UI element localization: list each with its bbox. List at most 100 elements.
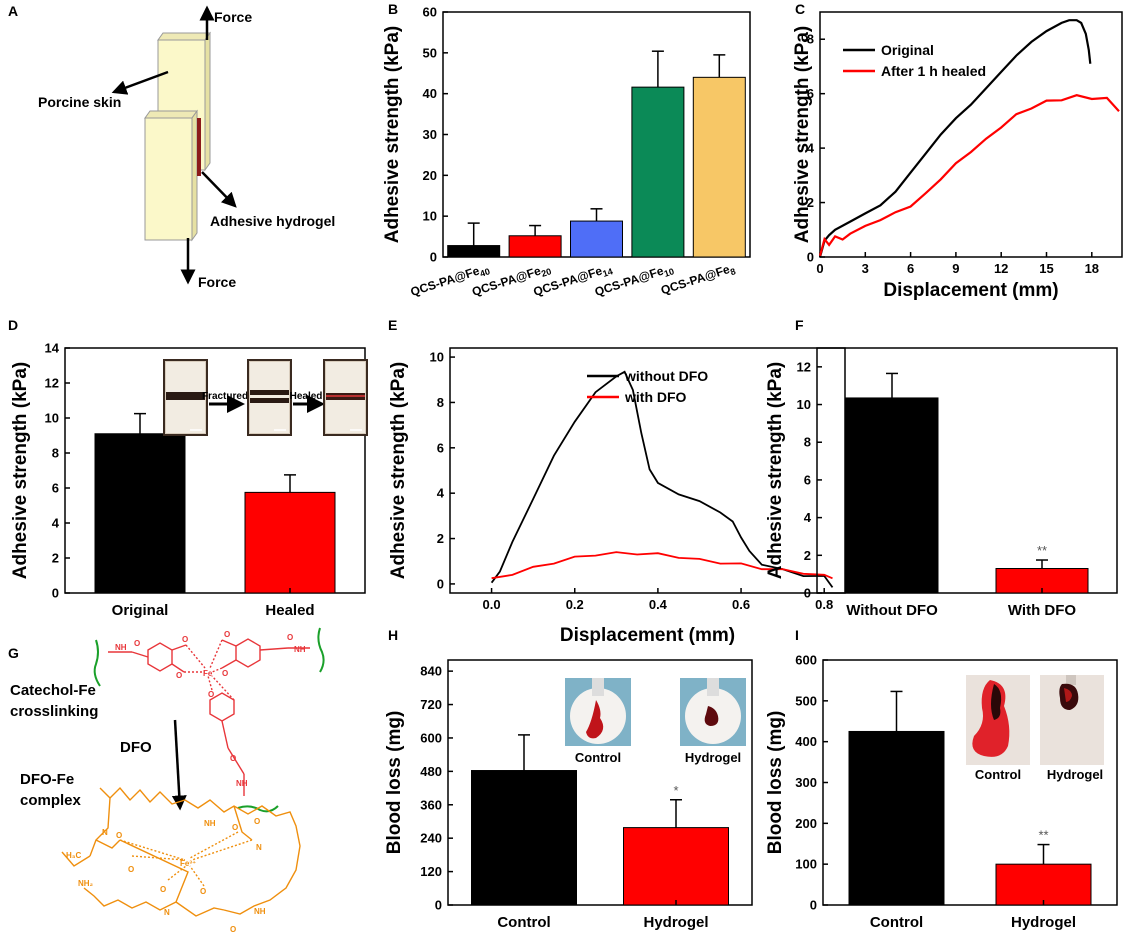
- atom-o-right-carbonyl: O: [287, 633, 293, 642]
- y-tick-label: 400: [795, 734, 817, 749]
- y-tick-label: 4: [52, 516, 60, 531]
- plot-frame: [816, 347, 1118, 594]
- x-category-label-0: Original: [112, 602, 169, 619]
- y-tick-label: 200: [795, 816, 817, 831]
- category-subscript: 14: [601, 266, 614, 279]
- bar-3: [631, 86, 685, 258]
- panel-a-schematic: A Force Force Porcine skin Adhesive hydr…: [8, 3, 335, 290]
- y-axis-label: Adhesive strength (kPa): [388, 362, 409, 580]
- atom-o-dfo-5: O: [160, 885, 166, 894]
- legend-label-0: without DFO: [624, 368, 708, 384]
- force-top-label: Force: [214, 9, 252, 25]
- x-category-label-1: With DFO: [1008, 602, 1077, 619]
- atom-nh-bottom: NH: [236, 779, 248, 788]
- panel-letter-e: E: [388, 317, 397, 333]
- category-main: QCS-PA@Fe: [409, 264, 482, 300]
- healed-label: Healed: [290, 391, 323, 402]
- y-tick-label: 840: [420, 664, 442, 679]
- significance-mark-1: **: [1037, 543, 1047, 558]
- y-tick-label: 600: [795, 653, 817, 668]
- x-tick-label: 0.4: [649, 597, 668, 612]
- adhesive-hydrogel-label: Adhesive hydrogel: [210, 213, 335, 229]
- y-tick-label: 10: [45, 411, 59, 426]
- category-subscript: 40: [479, 266, 492, 279]
- i-photo-hydrogel: [1040, 675, 1104, 765]
- atom-n-dfo-1: N: [102, 828, 108, 837]
- y-tick-label: 500: [795, 693, 817, 708]
- x-tick-label: 18: [1085, 261, 1099, 276]
- panel-letter-h: H: [388, 627, 398, 643]
- series-line-0: [490, 370, 834, 588]
- i-photo-control: [966, 675, 1030, 765]
- panel-d-inset: Fractured Healed: [163, 359, 368, 436]
- bar-2: [570, 220, 623, 258]
- plot-frame: [449, 347, 846, 594]
- y-tick-label: 240: [420, 831, 442, 846]
- series-line-1: [818, 94, 1120, 257]
- plot-frame: [447, 659, 753, 906]
- h-photo-hydrogel: [680, 678, 746, 746]
- y-tick-label: 4: [804, 510, 812, 525]
- atom-nh-dfo-1: NH: [204, 819, 216, 828]
- h-photo-control-label: Control: [575, 750, 621, 765]
- series-line-1: [491, 551, 833, 580]
- y-tick-label: 10: [797, 397, 811, 412]
- panel-h-photos: Control Hydrogel: [565, 678, 746, 765]
- panel-letter-c: C: [795, 1, 805, 17]
- x-tick-label: 12: [994, 261, 1008, 276]
- x-tick-label: 0.8: [815, 597, 833, 612]
- y-tick-label: 8: [52, 446, 59, 461]
- crosslink-label-line1: Catechol-Fe: [10, 682, 96, 699]
- x-tick-label: 9: [952, 261, 959, 276]
- atom-o-dfo-2: O: [116, 831, 122, 840]
- y-tick-label: 8: [437, 395, 444, 410]
- plot-frame: [819, 11, 1123, 258]
- atom-nh2: NH₂: [78, 879, 94, 888]
- atom-o-bottom-carbonyl: O: [230, 754, 236, 763]
- panel-letter-d: D: [8, 317, 18, 333]
- y-tick-label: 20: [423, 168, 437, 183]
- significance-mark-1: **: [1038, 828, 1048, 843]
- y-tick-label: 6: [804, 472, 811, 487]
- x-axis-label: Displacement (mm): [883, 280, 1058, 301]
- series-line-0: [818, 19, 1092, 258]
- panel-letter-a: A: [8, 3, 18, 19]
- y-tick-label: 0: [437, 576, 444, 591]
- y-tick-label: 6: [437, 440, 444, 455]
- y-tick-label: 8: [807, 32, 814, 47]
- skin-pointer-arrow: [111, 70, 169, 95]
- panel-g-chemistry: G Catechol-Fe crosslinking DFO DFO-Fe co…: [8, 627, 325, 934]
- bar-0: [471, 770, 577, 906]
- panel-f-bar-chart: F 0 2 4 6 8 10 12 Adhesive strength (kPa) Without…: [765, 317, 1118, 619]
- panel-i-bar-chart: I 0 100 200 300 400 500 600 Blood loss (mg) Contr…: [765, 627, 1118, 931]
- y-axis-label: Blood loss (mg): [384, 711, 405, 855]
- atom-nh-dfo-2: NH: [254, 907, 266, 916]
- dfo-reaction-arrow: [171, 719, 187, 811]
- category-subscript: 20: [540, 266, 553, 279]
- bar-1: [508, 235, 562, 258]
- atom-o-left-2: O: [176, 671, 182, 680]
- panel-b-bar-chart: B 0 10 20 30 40 50 60 Adhesive strength (kPa) QCS…: [382, 1, 751, 300]
- atom-o-dfo-7: O: [230, 925, 236, 934]
- complex-label-line2: complex: [20, 792, 82, 809]
- atom-o-right-1: O: [224, 630, 230, 639]
- force-bottom-label: Force: [198, 274, 236, 290]
- bar-1: [995, 863, 1092, 906]
- y-tick-label: 2: [437, 531, 444, 546]
- panel-d-bar-chart: D 0 2 4 6 8 10 12 14 Adhesive strength (kPa) Origi…: [8, 317, 366, 619]
- i-photo-hydrogel-label: Hydrogel: [1047, 767, 1103, 782]
- y-tick-label: 12: [45, 376, 59, 391]
- crosslink-label-line2: crosslinking: [10, 703, 98, 720]
- y-tick-label: 0: [810, 898, 817, 913]
- dfo-arrow-label: DFO: [120, 739, 152, 756]
- inset-photo-healed: [323, 359, 368, 436]
- y-tick-label: 480: [420, 764, 442, 779]
- y-axis-label: Adhesive strength (kPa): [382, 26, 403, 244]
- category-subscript: 10: [663, 266, 676, 279]
- category-subscript: 8: [729, 266, 737, 277]
- y-axis-label: Adhesive strength (kPa): [765, 362, 786, 580]
- y-tick-label: 6: [807, 86, 814, 101]
- atom-o-right-2: O: [222, 669, 228, 678]
- y-tick-label: 10: [430, 350, 444, 365]
- y-tick-label: 4: [437, 486, 445, 501]
